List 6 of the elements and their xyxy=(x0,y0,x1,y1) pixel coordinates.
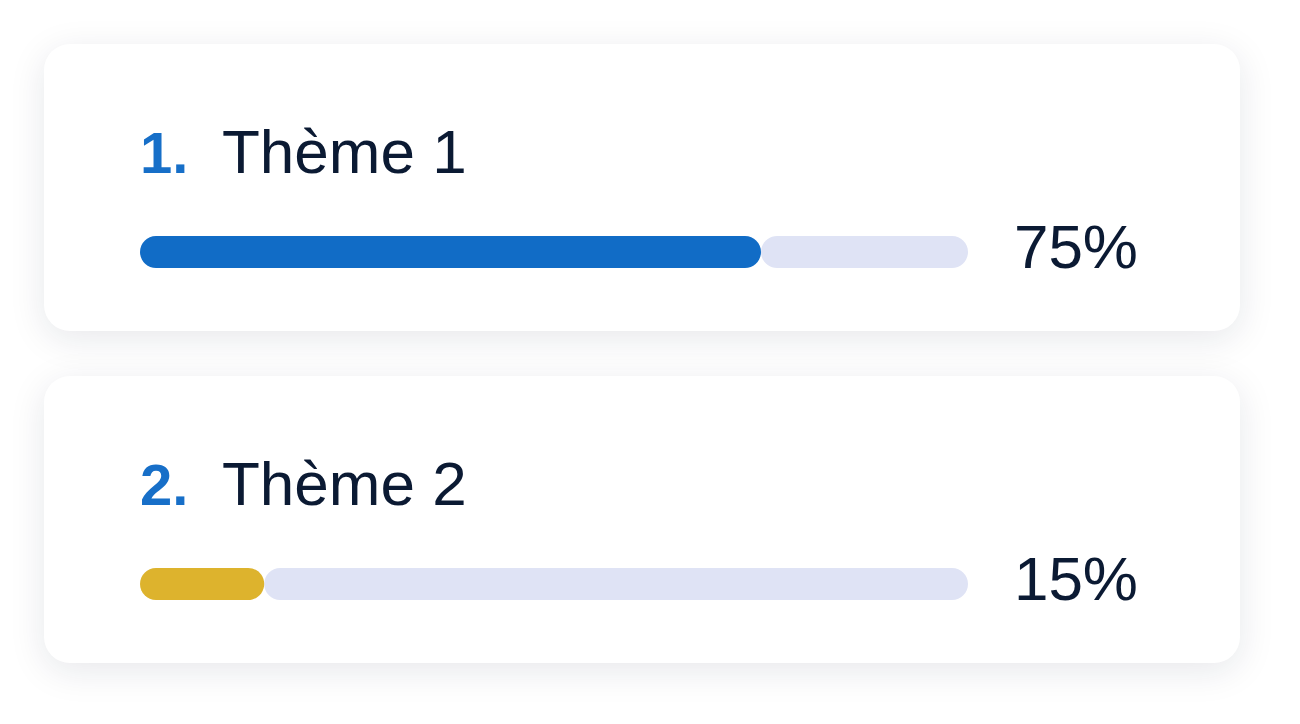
y-tick-label: Thème 1 xyxy=(222,117,467,186)
data-label: 15% xyxy=(1013,544,1138,613)
data-label: 75% xyxy=(1013,212,1138,281)
annotation: 2. xyxy=(140,452,189,517)
y-tick-label: Thème 2 xyxy=(222,449,467,518)
annotation: 1. xyxy=(140,120,189,185)
